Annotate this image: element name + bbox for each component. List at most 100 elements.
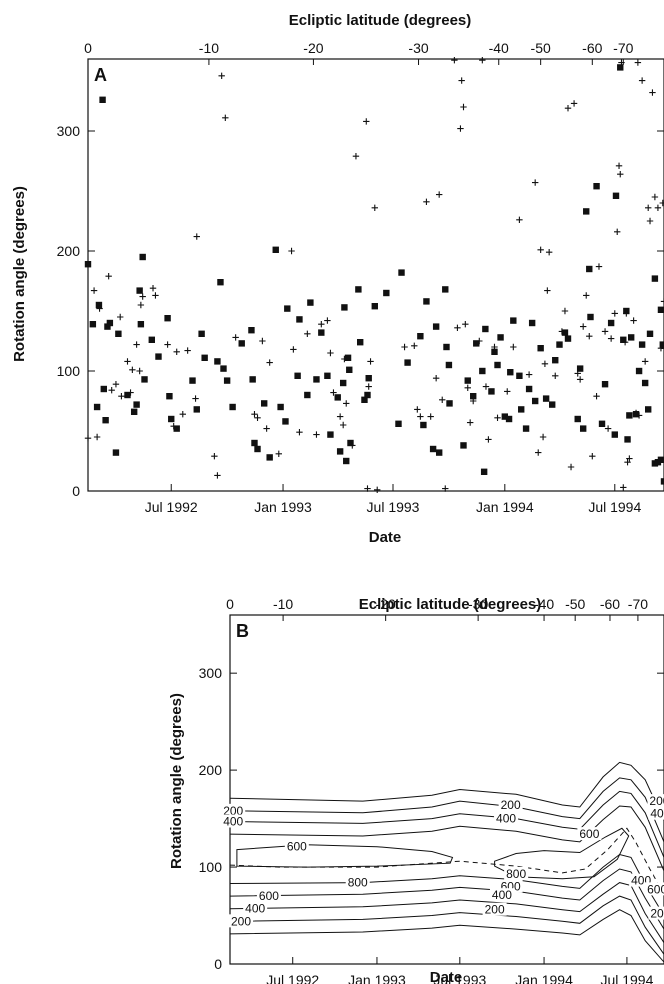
contour-label-bg	[645, 882, 664, 896]
plus-point	[660, 298, 664, 305]
square-point	[574, 415, 581, 423]
square-point	[488, 388, 495, 395]
plus-point	[364, 485, 371, 492]
square-point	[586, 265, 593, 273]
plus-point	[579, 323, 587, 330]
contour-label: 200	[231, 914, 251, 928]
panel-a-y-tick-label: 0	[72, 483, 80, 499]
plus-point	[327, 349, 334, 357]
panel-b-x-tick-label: Jul 1993	[433, 972, 486, 984]
plus-point	[552, 372, 559, 379]
plus-point	[651, 193, 659, 201]
square-point	[294, 372, 301, 379]
square-point	[624, 436, 631, 443]
plus-point	[611, 310, 618, 317]
plus-point	[638, 77, 646, 84]
square-point	[528, 319, 536, 327]
square-point	[645, 406, 652, 413]
plus-point	[535, 449, 542, 456]
plus-point	[558, 328, 566, 335]
plus-point	[411, 342, 418, 349]
plus-point	[626, 455, 633, 462]
plus-point	[545, 249, 553, 256]
panel-a: Ecliptic latitude (degrees) Date Rotatio…	[11, 12, 664, 546]
plus-point	[149, 285, 157, 292]
square-point	[141, 376, 148, 383]
plus-point	[127, 389, 134, 396]
panel-b-top-tick-label: -30	[468, 596, 488, 612]
square-point	[229, 403, 236, 411]
square-point	[464, 377, 471, 384]
square-point	[626, 412, 633, 419]
square-point	[470, 393, 477, 400]
panel-b-top-tick-label: -10	[273, 596, 293, 612]
plus-point	[470, 397, 477, 405]
square-point	[435, 449, 443, 456]
square-point	[95, 301, 103, 309]
plus-point	[365, 383, 372, 390]
square-point	[611, 431, 618, 438]
contour-line	[229, 777, 664, 843]
square-point	[579, 425, 587, 432]
square-point	[501, 413, 509, 420]
plus-point	[491, 343, 498, 351]
plus-point	[646, 217, 654, 225]
square-point	[223, 377, 231, 384]
panel-b-top-tick-label: -50	[565, 596, 585, 612]
plus-point	[343, 400, 350, 407]
square-point	[254, 445, 261, 453]
panel-b-y-tick-label: 0	[214, 956, 222, 972]
square-point	[347, 439, 354, 447]
plus-point	[574, 370, 581, 377]
panel-a-x-tick-label: Jul 1992	[145, 499, 198, 515]
panel-a-y-tick-label: 100	[57, 363, 81, 379]
contour-label-bg	[648, 806, 664, 820]
panel-b-top-tick-label: 0	[226, 596, 234, 612]
contour-line	[229, 895, 664, 955]
plus-point	[179, 411, 186, 418]
square-point	[217, 279, 224, 286]
plus-point	[525, 371, 533, 378]
square-point	[646, 330, 654, 337]
plus-point	[427, 413, 434, 420]
contour-label-bg	[489, 888, 514, 902]
panel-a-plot-frame	[87, 58, 664, 492]
plus-point	[173, 348, 180, 355]
panel-a-top-axis-title: Ecliptic latitude (degrees)	[289, 12, 472, 29]
plus-point	[170, 423, 177, 430]
panel-a-y-tick-label: 200	[57, 243, 81, 259]
plus-point	[417, 413, 424, 420]
plus-point	[84, 435, 92, 442]
panel-b-top-tick-label: -20	[376, 596, 396, 612]
square-point	[635, 367, 643, 375]
square-point	[189, 377, 196, 384]
plus-point	[401, 343, 408, 351]
plus-point	[458, 77, 465, 84]
square-point	[442, 286, 449, 293]
contour-label: 600	[259, 889, 279, 903]
square-point	[460, 442, 467, 449]
contour-label: 200	[223, 804, 243, 818]
contour-label-bg	[345, 875, 370, 889]
plus-point	[485, 436, 492, 443]
plus-point	[193, 233, 200, 240]
plus-point	[464, 384, 471, 391]
contour-label-bg	[504, 866, 529, 880]
square-point	[660, 342, 664, 349]
contour-label: 200	[650, 907, 664, 921]
square-point	[130, 408, 138, 415]
contour-label-bg	[256, 889, 281, 903]
square-point	[556, 341, 563, 348]
contour-label-bg	[647, 794, 664, 808]
square-point	[361, 396, 368, 403]
contour-label-bg	[498, 798, 523, 812]
square-point	[112, 449, 120, 456]
plus-point	[617, 171, 624, 178]
plus-point	[457, 125, 464, 132]
plus-point	[414, 406, 421, 413]
contour-label: 400	[650, 807, 664, 821]
panel-b-x-tick-label: Jan 1994	[515, 972, 573, 984]
square-point	[133, 401, 140, 408]
plus-point	[152, 292, 159, 299]
plus-point	[432, 375, 440, 382]
